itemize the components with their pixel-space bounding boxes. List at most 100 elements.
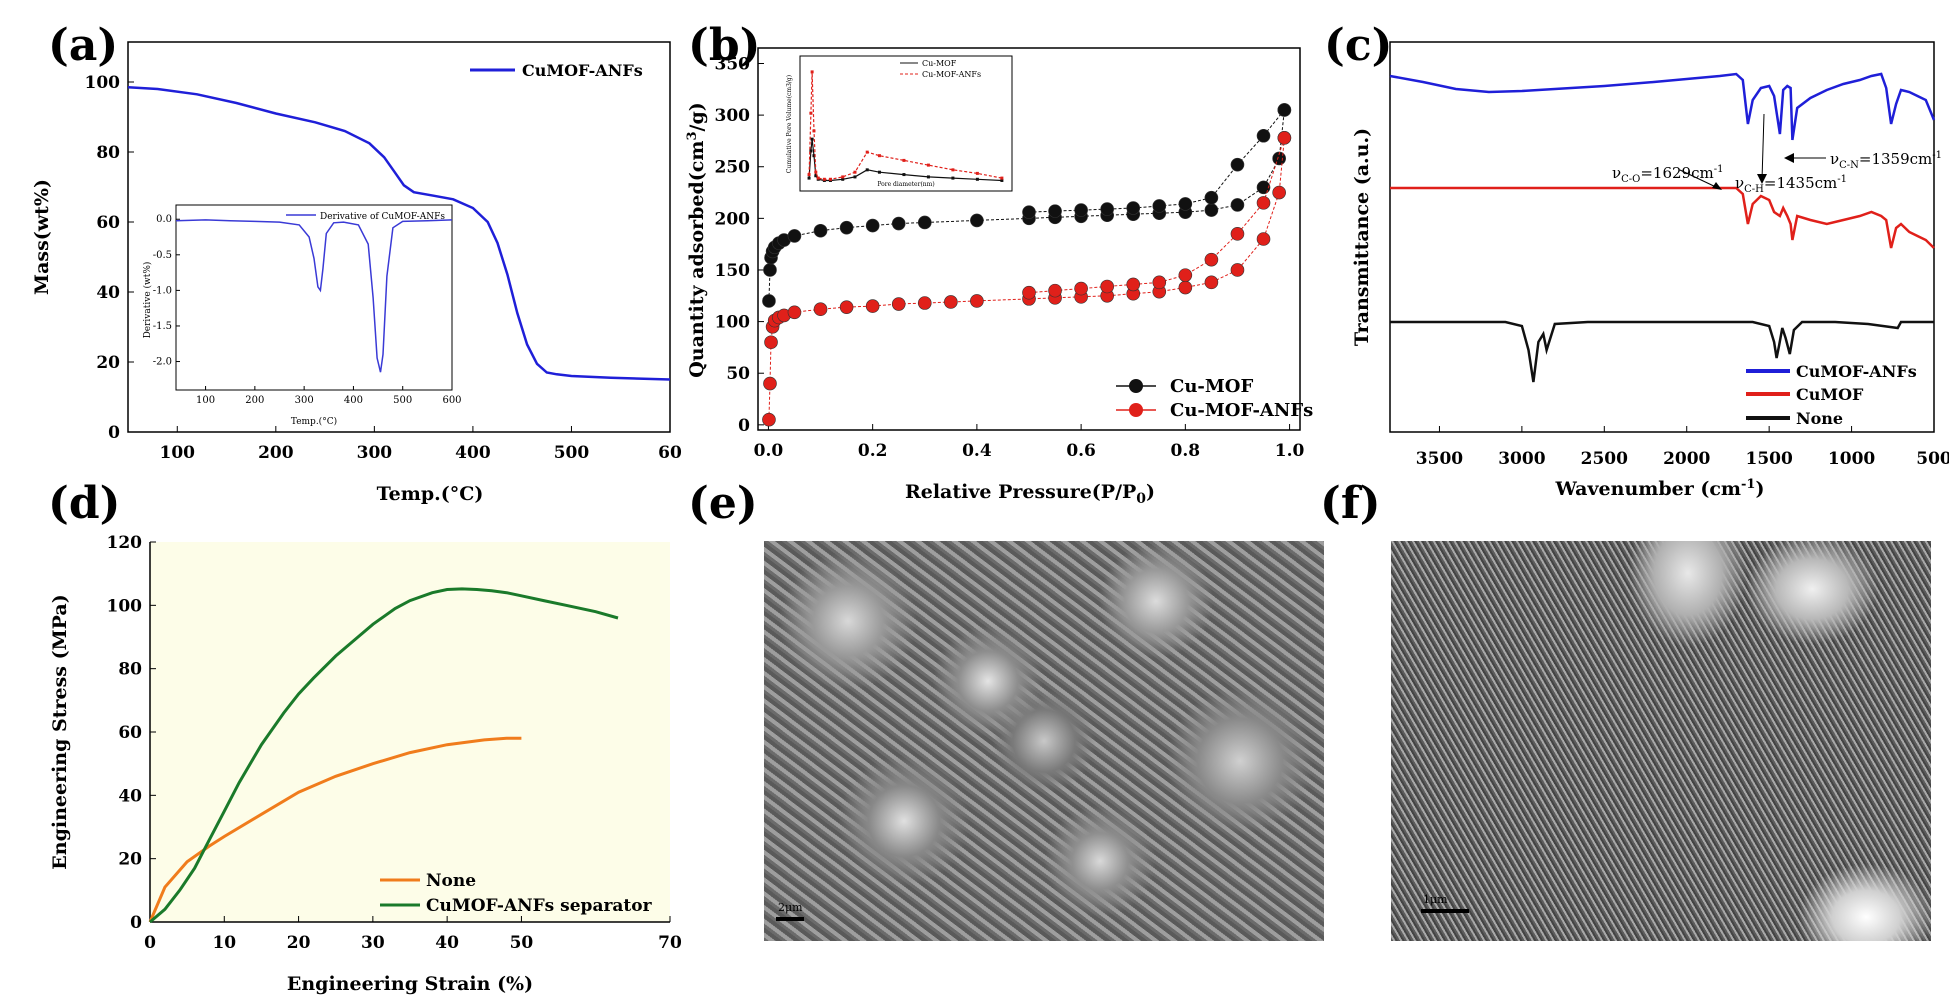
panel-b-series-0-adsorption-point-8	[813, 223, 828, 238]
panel-b-inset-series-1-point-0	[807, 173, 811, 177]
panel-b-inset-series-1-point-16	[1000, 176, 1004, 180]
panel-b-series-0-desorption-point-4	[1178, 197, 1193, 211]
panel-b-inset-series-0-point-11	[877, 170, 881, 174]
panel-a-inset-xtick-label-4: 500	[393, 395, 412, 406]
panel-b-series-1-desorption-point-6	[1126, 277, 1141, 292]
panel-c-xtick-label-4: 1500	[1745, 449, 1792, 469]
panel-b-series-1-adsorption-point-9	[839, 300, 854, 314]
panel-d-ytick-label-5: 100	[107, 596, 143, 616]
panel-b-xtick-label-5: 1.0	[1275, 441, 1305, 461]
panel-b-inset-series-1-point-11	[877, 154, 881, 158]
panel-b-series-1-desorption-point-9	[1048, 283, 1062, 298]
panel-d-label: (d)	[48, 478, 120, 529]
panel-c-label: (c)	[1324, 20, 1392, 71]
panel-f-scale-bar	[1421, 909, 1469, 913]
panel-b-ytick-label-3: 150	[715, 261, 751, 281]
panel-c-xlabel: Wavenumber (cm-1)	[1555, 477, 1765, 500]
panel-b-inset-series-1-point-3	[812, 129, 816, 133]
panel-b-series-1-adsorption-point-11	[891, 297, 906, 311]
panel-b-series-0-adsorption-point-12	[917, 215, 932, 230]
panel-d-legend-label-2: CuMOF-ANFs separator	[426, 896, 653, 916]
panel-b-series-0-desorption-point-10	[1022, 205, 1036, 219]
panel-b-ytick-label-4: 200	[715, 209, 751, 229]
panel-d-ytick-label-6: 120	[107, 533, 143, 553]
panel-d: (d) 010203040506070020406080100120 None …	[48, 478, 682, 995]
panel-b-ticks: 0.0 0.2 0.4 0.6 0.8 1.0 0 50 100 150 200 250 300 350	[715, 54, 1305, 461]
panel-b-inset-series-1-line	[808, 71, 1003, 180]
panel-b-series-0-adsorption-point-11	[891, 216, 906, 231]
panel-b-series-1-adsorption-point-1	[763, 376, 777, 391]
panel-b-xlabel: Relative Pressure(P/P0)	[905, 481, 1155, 507]
panel-b-inset-series-1-point-14	[951, 168, 955, 172]
panel-b-legend-marker-2	[1129, 403, 1143, 417]
panel-a-inset-ylabel: Derivative (wt%)	[142, 262, 153, 339]
panel-d-series-0-line	[148, 736, 522, 923]
panel-b-inset-series-0-point-8	[841, 177, 845, 181]
panel-b-series-1-adsorption-point-21	[1178, 280, 1193, 295]
panel-a-ytick-label-0: 0	[108, 423, 120, 443]
panel-b-inset-series-1-point-15	[975, 171, 979, 175]
panel-b-series-1-desorption-point-7	[1100, 279, 1114, 294]
panel-c-series	[1389, 72, 1936, 383]
panel-d-plot-background	[150, 542, 670, 922]
panel-a-xtick-label-1: 200	[258, 443, 294, 463]
panel-b-xtick-label-0: 0.0	[754, 441, 784, 461]
panel-b-inset-series-0-point-9	[853, 175, 857, 179]
panel-d-xtick-label-7: 70	[658, 933, 682, 953]
panel-b-inset-series-1-point-8	[841, 175, 845, 179]
panel-b-series-1-desorption-point-0	[1277, 131, 1292, 145]
panel-b-series-0-desorption-point-0	[1277, 103, 1292, 117]
panel-a-inset-xtick-label-1: 200	[245, 395, 264, 406]
panel-d-ytick-label-4: 80	[118, 660, 142, 680]
panel-a-inset-ytick-label-2: -1.0	[153, 285, 172, 296]
panel-d-xlabel: Engineering Strain (%)	[287, 973, 533, 995]
panel-c-xtick-label-3: 2000	[1663, 449, 1710, 469]
panel-a-xtick-label-4: 500	[554, 443, 590, 463]
panel-b-xtick-label-2: 0.4	[962, 441, 992, 461]
panel-a-inset-xtick-label-2: 300	[295, 395, 314, 406]
panel-c-annotation-cn: νC-N=1359cm-1	[1784, 150, 1942, 171]
panel-b-inset-series-0-point-12	[902, 173, 906, 177]
panel-a-inset-xlabel: Temp.(°C)	[291, 416, 337, 427]
panel-b-legend-marker-1	[1129, 379, 1143, 393]
panel-b-series-1-adsorption-point-10	[865, 299, 880, 313]
panel-e-sem-image: 2μm	[764, 541, 1324, 941]
panel-b-series-0-adsorption-point-9	[839, 220, 854, 235]
panel-c-xtick-label-6: 500	[1916, 449, 1949, 469]
panel-b-series-0-desorption-line	[1028, 109, 1285, 213]
svg-text:νC-N=1359cm-1: νC-N=1359cm-1	[1830, 150, 1942, 171]
panel-b-inset-series-1-point-7	[828, 177, 832, 181]
panel-a-ytick-label-3: 60	[96, 213, 120, 233]
panel-b-series-1-adsorption-point-7	[787, 305, 802, 320]
panel-c: (c) 3500 3000 2500 2000 1500 1000 500 νC-O=162…	[1324, 20, 1949, 500]
panel-d-ytick-label-3: 60	[118, 723, 142, 743]
panel-b-inset-series-1-point-10	[865, 150, 869, 154]
panel-b-inset-series-0-point-10	[865, 168, 869, 172]
panel-b-inset-legend-label-2: Cu-MOF-ANFs	[922, 70, 981, 79]
panel-a-ytick-label-4: 80	[96, 143, 120, 163]
panel-b-series-1-adsorption-point-13	[944, 295, 958, 309]
panel-b-series-1-adsorption-point-8	[813, 302, 828, 317]
panel-b-ytick-label-2: 100	[715, 313, 751, 333]
panel-b-series-1-desorption-point-5	[1152, 275, 1167, 290]
panel-a-ytick-label-1: 20	[96, 353, 120, 373]
panel-b-series-1-adsorption-point-2	[764, 335, 778, 350]
panel-b-series-1-adsorption-point-14	[970, 294, 984, 308]
panel-b-ytick-label-0: 0	[738, 416, 750, 436]
panel-a-inset-ytick-label-3: -1.5	[153, 321, 172, 332]
panel-b-series	[762, 103, 1292, 427]
panel-c-xtick-label-2: 2500	[1581, 449, 1628, 469]
panel-c-series-2-line	[1390, 320, 1934, 383]
panel-c-xtick-label-1: 3000	[1498, 449, 1545, 469]
panel-b-series-1-adsorption-point-24	[1256, 232, 1271, 246]
panel-a-inset-ytick-label-0: 0.0	[156, 214, 172, 225]
panel-b-series-0-desorption-point-5	[1152, 199, 1167, 213]
panel-c-frame	[1389, 41, 1935, 433]
panel-b-inset-frame	[799, 55, 1013, 192]
panel-a-xtick-label-3: 400	[455, 443, 491, 463]
panel-a-inset-legend-label: Derivative of CuMOF-ANFs	[320, 212, 445, 222]
panel-b-inset-series-1-point-12	[902, 158, 906, 162]
panel-b-series-0-adsorption-point-7	[787, 229, 802, 243]
